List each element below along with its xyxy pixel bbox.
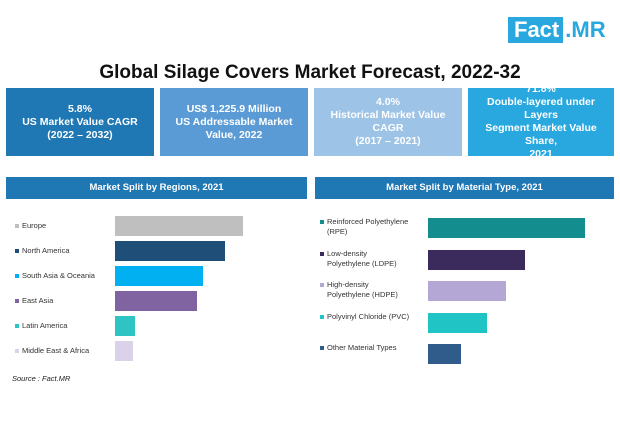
legend-item: Europe: [15, 221, 46, 231]
legend-label: Europe: [22, 221, 47, 230]
kpi-line: Historical Market Value: [330, 109, 446, 121]
legend-item: Middle East & Africa: [15, 346, 89, 356]
kpi-line: 2021: [529, 148, 553, 160]
bar-middle-east-africa: [115, 341, 133, 361]
bar-material-1: [428, 218, 585, 238]
legend-item: Other Material Types: [320, 343, 396, 353]
legend-item: South Asia & Oceania: [15, 271, 95, 281]
legend-swatch: [320, 346, 324, 350]
legend-swatch: [15, 349, 19, 353]
chart-title: Global Silage Covers Market Forecast, 20…: [99, 62, 521, 83]
legend-label: (RPE): [327, 227, 348, 236]
kpi-line: 5.8%: [68, 102, 92, 115]
bar-material-3: [428, 281, 507, 301]
legend-item: Latin America: [15, 321, 67, 331]
kpi-box-3: 4.0% Historical Market Value CAGR (2017 – 2…: [314, 88, 462, 156]
legend-label: East Asia: [22, 296, 54, 305]
kpi-line: Double-layered under Layers: [487, 96, 595, 121]
kpi-line: 4.0%: [376, 96, 400, 108]
legend-swatch: [15, 299, 19, 303]
legend-swatch: [15, 324, 19, 328]
legend-label: North America: [22, 246, 70, 255]
kpi-line: Segment Market Value Share,: [485, 122, 597, 147]
kpi-box-1: 5.8% US Market Value CAGR (2022 – 2032): [6, 88, 154, 156]
legend-swatch: [15, 274, 19, 278]
kpi-line: 71.8%: [526, 83, 556, 95]
legend-label: Polyethylene (LDPE): [327, 258, 397, 268]
legend-item: Polyvinyl Chloride (PVC): [320, 312, 409, 322]
kpi-line: US$ 1,225.9 Million: [186, 102, 282, 115]
legend-label: High-density: [327, 280, 369, 289]
bar-east-asia: [115, 291, 197, 311]
legend-swatch: [320, 220, 324, 224]
legend-item: East Asia: [15, 296, 53, 306]
source-note: Source : Fact.MR: [12, 374, 71, 383]
legend-label: Other Material Types: [327, 343, 397, 352]
legend-item: High-density Polyethylene (HDPE): [320, 280, 398, 300]
kpi-line: (2017 – 2021): [355, 135, 421, 147]
legend-swatch: [15, 224, 19, 228]
bar-latin-america: [115, 316, 135, 336]
legend-label: Middle East & Africa: [22, 346, 90, 355]
kpi-line: CAGR: [372, 122, 404, 134]
legend-label: Latin America: [22, 321, 68, 330]
kpi-line: US Addressable Market: [175, 115, 293, 128]
legend-label: Reinforced Polyethylene: [327, 217, 409, 226]
bar-north-america: [115, 241, 225, 261]
logo-mr: .MR: [565, 17, 606, 42]
legend-label: South Asia & Oceania: [22, 271, 95, 280]
legend-swatch: [320, 314, 324, 319]
bar-material-2: [428, 249, 526, 270]
kpi-box-4: 71.8% Double-layered under Layers Segment …: [468, 83, 614, 160]
legend-label: Polyvinyl Chloride (PVC): [327, 311, 410, 321]
legend-item: North America: [15, 246, 70, 256]
kpi-line: Value, 2022: [205, 128, 263, 141]
factmr-logo: Fact .MR: [508, 17, 612, 43]
legend-item: Reinforced Polyethylene (RPE): [320, 217, 408, 237]
bar-south-asia-oceania: [115, 266, 203, 286]
legend-label: Polyethylene (HDPE): [327, 290, 398, 299]
legend-item: Low-density Polyethylene (LDPE): [320, 249, 397, 269]
bar-material-5: [428, 344, 462, 364]
legend-swatch: [320, 251, 324, 256]
material-panel-title: Market Split by Material Type, 2021: [315, 177, 614, 199]
regions-panel-title: Market Split by Regions, 2021: [6, 177, 307, 199]
legend-label: Low-density: [327, 248, 368, 258]
legend-swatch: [320, 283, 324, 287]
bar-material-4: [428, 312, 488, 333]
kpi-line: (2022 – 2032): [47, 128, 113, 141]
logo-fact: Fact: [508, 17, 564, 43]
kpi-box-2: US$ 1,225.9 Million US Addressable Market…: [160, 88, 308, 156]
kpi-line: US Market Value CAGR: [22, 115, 138, 128]
bar-europe: [115, 216, 243, 236]
legend-swatch: [15, 249, 19, 253]
